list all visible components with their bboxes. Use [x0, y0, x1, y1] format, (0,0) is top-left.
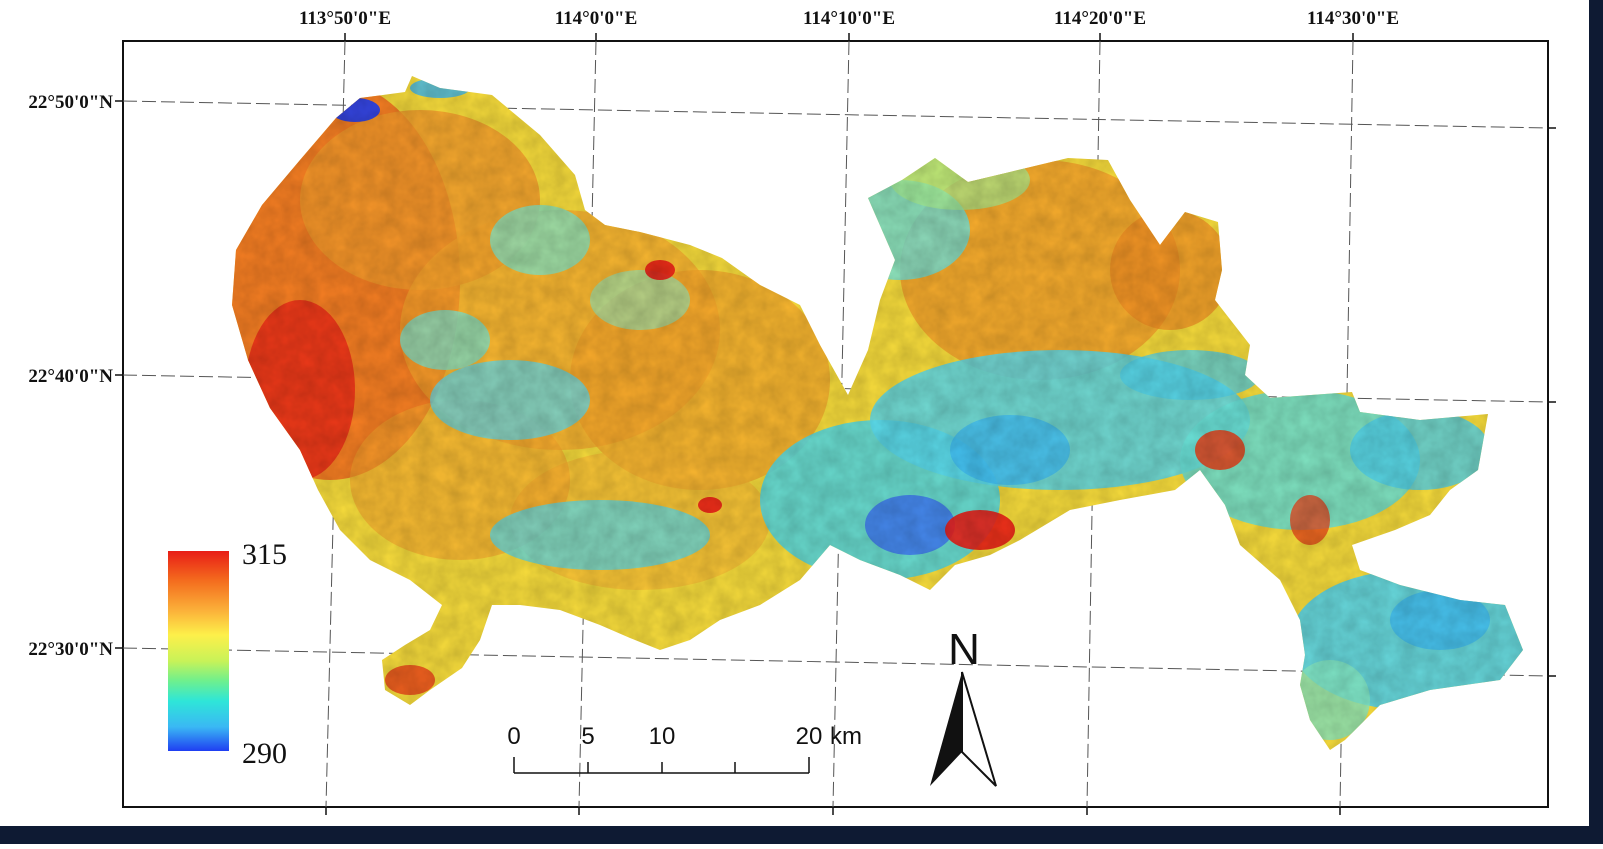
- north-arrow-right-half: [961, 671, 997, 787]
- lon-label-113-50: 113°50'0"E: [299, 8, 391, 29]
- lat-label-22-40: 22°40'0"N: [28, 366, 113, 387]
- scale-tick-0: 0: [507, 723, 520, 750]
- legend-min-label: 290: [242, 737, 287, 770]
- lon-label-114-00: 114°0'0"E: [555, 8, 638, 29]
- lon-label-114-20: 114°20'0"E: [1054, 8, 1146, 29]
- right-edge-bar: [1589, 0, 1603, 844]
- scale-tick-5: 5: [581, 723, 594, 750]
- north-arrow-left-half: [930, 672, 962, 786]
- scale-unit: km: [830, 723, 862, 750]
- north-arrow: N: [930, 625, 997, 787]
- scale-bar: 0 5 10 20 km: [507, 723, 862, 774]
- frame-ticks: [115, 33, 1556, 815]
- legend-color-ramp: [168, 551, 229, 751]
- bottom-edge-bar: [0, 826, 1603, 844]
- lat-label-22-50: 22°50'0"N: [28, 92, 113, 113]
- scale-tick-20: 20: [796, 723, 823, 750]
- scale-tick-10: 10: [649, 723, 676, 750]
- legend-max-label: 315: [242, 538, 287, 571]
- north-arrow-label: N: [948, 625, 980, 674]
- lon-label-114-30: 114°30'0"E: [1307, 8, 1399, 29]
- lon-label-114-10: 114°10'0"E: [803, 8, 895, 29]
- lat-label-22-30: 22°30'0"N: [28, 639, 113, 660]
